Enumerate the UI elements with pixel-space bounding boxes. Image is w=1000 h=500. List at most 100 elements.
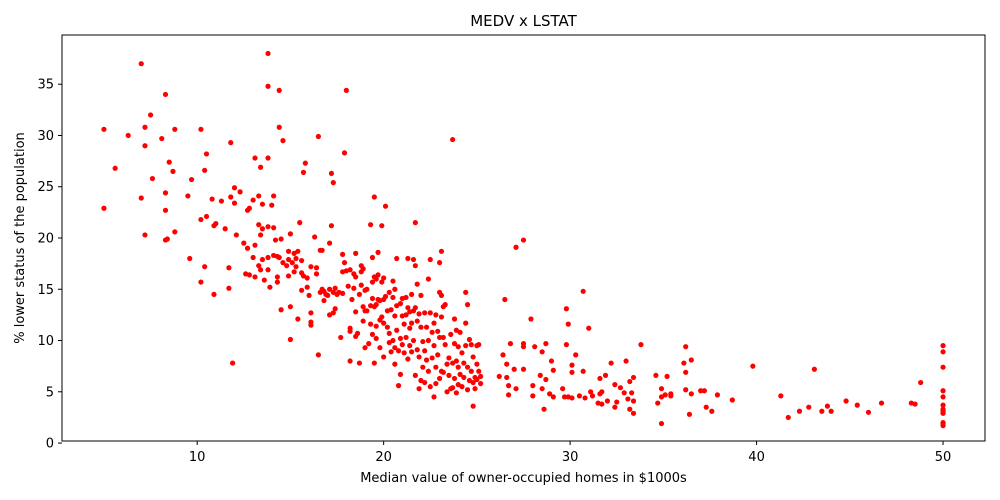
data-point [125, 132, 131, 139]
data-point [468, 368, 474, 374]
data-point [444, 389, 450, 395]
data-point [453, 358, 459, 364]
data-point [468, 342, 474, 348]
data-point [446, 355, 452, 361]
data-point [265, 224, 271, 230]
data-point [351, 285, 357, 291]
data-point [326, 240, 333, 246]
data-point [427, 256, 433, 263]
data-point [347, 358, 353, 364]
data-point [313, 271, 320, 277]
data-point [824, 403, 831, 409]
data-point [280, 260, 286, 266]
data-point [683, 387, 689, 393]
data-point [162, 190, 169, 196]
data-point [431, 394, 437, 400]
data-point [405, 356, 411, 362]
data-point [806, 404, 812, 410]
data-point [300, 169, 307, 175]
data-point [451, 316, 458, 322]
data-point [431, 320, 437, 326]
data-point [463, 289, 469, 295]
data-point [655, 400, 661, 406]
data-point [138, 195, 144, 201]
data-point [209, 196, 215, 202]
y-tick-label: 5 [46, 385, 54, 400]
data-point [326, 286, 333, 292]
data-point [356, 291, 363, 297]
x-axis-ticks: 10 20 30 40 50 [189, 441, 951, 465]
data-point [504, 361, 510, 367]
data-point [828, 408, 834, 414]
data-point [265, 50, 271, 57]
data-point [478, 373, 484, 380]
data-point [532, 344, 538, 350]
data-point [476, 342, 482, 348]
data-point [403, 334, 409, 341]
data-point [388, 307, 394, 313]
data-point [172, 229, 178, 235]
data-point [366, 341, 372, 347]
data-point [319, 247, 325, 253]
data-point [382, 293, 389, 300]
data-point [513, 386, 519, 392]
data-point [410, 256, 417, 263]
data-point [347, 267, 353, 273]
data-point [340, 290, 346, 296]
data-point [608, 360, 614, 366]
data-point [664, 373, 670, 380]
data-point [470, 403, 476, 409]
data-point [623, 358, 629, 364]
data-point [315, 352, 321, 358]
data-point [302, 160, 308, 166]
chart-title: MEDV x LSTAT [470, 12, 577, 30]
data-point [451, 375, 458, 382]
data-point [658, 420, 665, 427]
data-point [796, 408, 803, 414]
data-point [604, 398, 611, 404]
data-point [259, 256, 266, 263]
data-point [778, 393, 784, 399]
data-point [422, 379, 428, 386]
data-point [528, 316, 534, 322]
data-point [256, 222, 262, 228]
data-point [602, 372, 609, 378]
data-point [353, 309, 359, 315]
data-point [394, 255, 400, 262]
data-point [435, 352, 441, 358]
data-point [276, 87, 282, 93]
data-point [878, 400, 885, 406]
y-tick-label: 35 [37, 78, 54, 93]
data-point [442, 342, 448, 348]
data-point [436, 375, 443, 382]
data-point [589, 393, 596, 399]
data-point [569, 362, 575, 368]
data-point [265, 254, 271, 261]
data-point [358, 282, 364, 288]
data-point [459, 350, 465, 356]
data-point [658, 386, 665, 392]
data-point [231, 200, 238, 206]
data-point [455, 344, 461, 350]
data-point [582, 395, 588, 401]
data-point [369, 331, 376, 337]
data-point [405, 255, 411, 262]
data-point [159, 135, 165, 142]
data-point [625, 396, 631, 402]
x-tick-label: 30 [562, 450, 579, 465]
data-point [257, 164, 264, 170]
data-point [381, 320, 387, 326]
data-point [373, 335, 379, 342]
data-point [202, 264, 208, 270]
data-point [368, 321, 374, 327]
data-point [308, 322, 314, 328]
data-point [588, 389, 594, 395]
data-point [407, 325, 413, 331]
data-point [500, 352, 506, 358]
data-point [256, 263, 262, 269]
data-point [306, 292, 312, 299]
data-point [259, 201, 266, 207]
data-point [450, 385, 456, 391]
data-point [280, 138, 286, 144]
data-point [203, 213, 210, 220]
